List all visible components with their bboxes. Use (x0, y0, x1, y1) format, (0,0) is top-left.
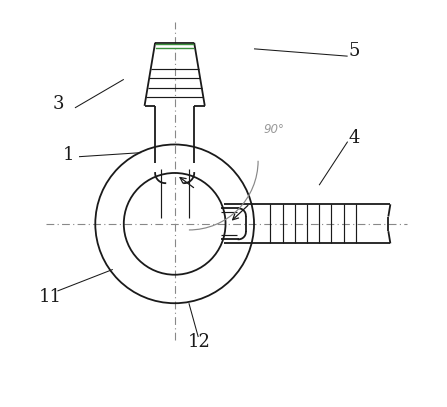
Text: 12: 12 (188, 333, 211, 351)
Text: 90°: 90° (263, 123, 284, 136)
Text: 5: 5 (348, 42, 359, 60)
Text: 11: 11 (39, 288, 62, 306)
Text: 1: 1 (63, 146, 75, 164)
Text: 4: 4 (348, 129, 359, 147)
Text: 3: 3 (53, 95, 64, 113)
